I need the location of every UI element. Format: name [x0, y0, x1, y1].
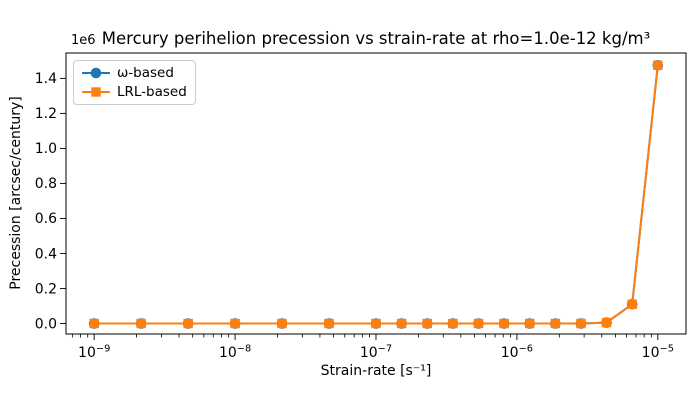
marker-square — [627, 299, 637, 309]
legend-omega-marker-icon — [82, 67, 110, 79]
legend-label-lrl: LRL-based — [117, 84, 187, 101]
legend-handle-marker — [91, 87, 101, 97]
marker-square — [473, 318, 484, 329]
marker-square — [371, 318, 381, 329]
marker-square — [525, 318, 535, 329]
axes-spines — [65, 52, 687, 335]
legend-item-omega: ω-based — [81, 63, 189, 83]
marker-square — [499, 318, 509, 329]
marker-square — [136, 318, 146, 329]
y-axis-offset-label: 1e6 — [71, 33, 96, 48]
marker-square — [653, 60, 663, 70]
y-tick-label: 1.0 — [35, 141, 57, 157]
y-tick-label: 0.8 — [35, 176, 57, 192]
chart-title: Mercury perihelion precession vs strain-… — [101, 29, 651, 48]
marker-square — [183, 318, 193, 329]
marker-square — [230, 318, 240, 329]
series-group — [88, 59, 664, 329]
legend-handle-marker — [90, 67, 102, 79]
legend-label-omega: ω-based — [117, 64, 174, 81]
y-tick-label: 1.2 — [35, 106, 57, 122]
legend-item-lrl: LRL-based — [81, 83, 189, 103]
x-tick-label: 10−5 — [642, 344, 674, 362]
x-axis-label: Strain-rate [s⁻¹] — [320, 363, 432, 379]
marker-square — [89, 318, 99, 329]
y-tick-label: 1.4 — [35, 71, 57, 87]
marker-square — [576, 318, 586, 329]
legend-lrl-marker-icon — [82, 87, 110, 97]
marker-square — [277, 318, 287, 329]
marker-square — [396, 318, 407, 329]
marker-square — [324, 318, 334, 329]
y-tick-label: 0.6 — [35, 211, 57, 227]
marker-square — [601, 317, 612, 328]
y-tick-label: 0.4 — [35, 246, 57, 262]
y-axis-label: Precession [arcsec/century] — [8, 96, 24, 290]
y-tick-label: 0.2 — [35, 281, 57, 297]
x-tick-label: 10−7 — [360, 344, 392, 362]
marker-square — [422, 318, 432, 329]
y-tick-label: 0.0 — [35, 316, 57, 332]
x-tick-label: 10−9 — [78, 344, 110, 362]
x-tick-label: 10−8 — [219, 344, 251, 362]
marker-square — [448, 318, 458, 329]
legend: ω-based LRL-based — [73, 60, 196, 105]
x-tick-label: 10−6 — [501, 344, 533, 362]
marker-square — [550, 318, 561, 329]
